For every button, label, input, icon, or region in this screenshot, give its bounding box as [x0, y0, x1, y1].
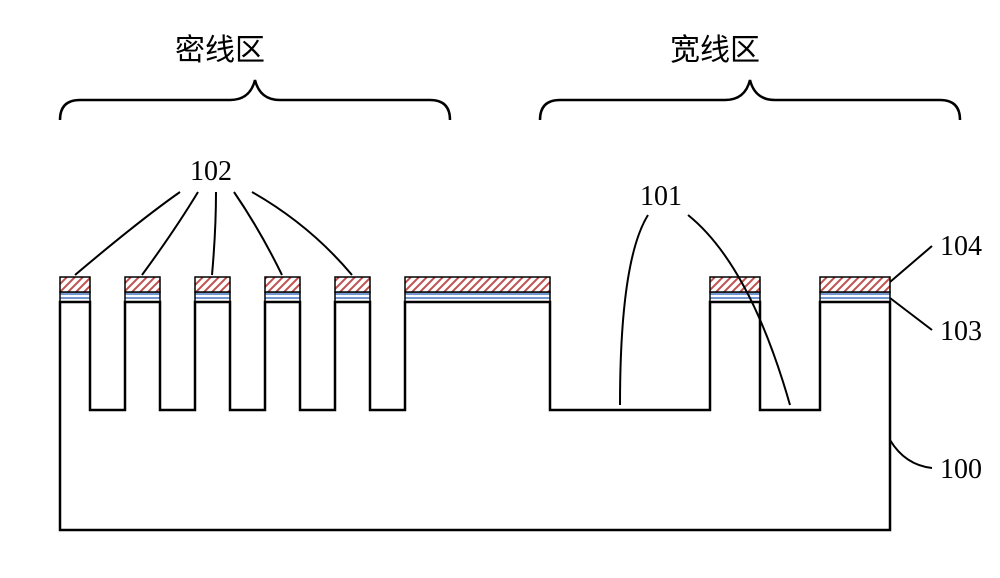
pillar-dense-1 [60, 277, 90, 302]
mesa [405, 277, 550, 302]
pillar-dense-3 [195, 277, 230, 302]
label-102: 102 [190, 156, 232, 187]
dense-brace [60, 80, 450, 120]
leader-104 [890, 246, 932, 282]
label-101: 101 [640, 181, 682, 212]
pillar-wide-1 [710, 277, 760, 302]
label-103: 103 [940, 316, 982, 347]
wide-region-label: 宽线区 [670, 34, 760, 67]
pillar-dense-2 [125, 277, 160, 302]
leaders-102 [75, 192, 352, 275]
cross-section-diagram: 密线区 宽线区 102 101 104 103 100 [20, 20, 1000, 558]
label-100: 100 [940, 454, 982, 485]
label-104: 104 [940, 231, 982, 262]
pillar-dense-4 [265, 277, 300, 302]
pillar-dense-5 [335, 277, 370, 302]
wide-brace [540, 80, 960, 120]
pillar-wide-2 [820, 277, 890, 302]
dense-region-label: 密线区 [175, 34, 265, 67]
